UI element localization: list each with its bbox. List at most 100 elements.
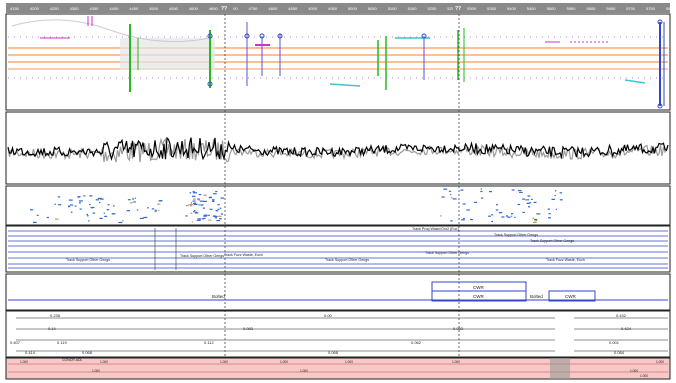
track-desc-label-8: Track Fuzz Waste, Euch [224, 253, 263, 257]
scatter-dot [514, 216, 516, 218]
scatter-dot [197, 218, 202, 220]
scatter-dot [194, 210, 196, 212]
scatter-dot [450, 220, 453, 222]
bottom-panel-frame [5, 357, 671, 380]
scatter-dot [87, 215, 89, 217]
scatter-dot [548, 213, 551, 215]
scatter-dot [157, 203, 161, 205]
scatter-dot [185, 205, 189, 207]
scatter-dot [511, 215, 513, 217]
scatter-dot [90, 206, 95, 209]
scatter-dot [488, 215, 491, 217]
scatter-dot [118, 221, 123, 224]
scatter-dot [89, 195, 93, 197]
scatter-dot [218, 215, 222, 217]
scatter-dot [527, 202, 530, 204]
signal-panel-frame [5, 111, 671, 185]
scatter-dot [185, 215, 188, 217]
ruler-tick-label: 4200 [30, 6, 40, 11]
ruler-tick-label: 4750 [249, 6, 259, 11]
scatter-dot [212, 200, 214, 202]
cwr-main-block [431, 290, 527, 302]
scatter-dot [518, 189, 522, 192]
value-r3-5: 0.001 [609, 340, 620, 345]
scatter-dot [200, 200, 204, 202]
scatter-dot [480, 188, 482, 190]
scatter-dot [470, 219, 473, 221]
bottom-label-1: 1.000 [20, 360, 28, 364]
scatter-dot [528, 206, 531, 208]
cwr-right-label: CWR [565, 294, 576, 299]
bottom-label-2: 1.000 [100, 360, 108, 364]
scatter-dot [132, 198, 135, 200]
value-r2-3: 0.083 [453, 326, 464, 331]
scatter-dot [526, 199, 528, 201]
cwr-top-label: CWR [473, 285, 484, 290]
feature-bars [129, 22, 665, 106]
track-desc-label-1: Track Prog Wasix/Gro2 (Euc) [412, 227, 459, 231]
scatter-dot [212, 199, 215, 201]
ruler-marker-1[interactable]: ?? [219, 3, 233, 13]
scatter-dot [129, 202, 133, 204]
scatter-dot [190, 212, 193, 214]
scatter-dot [215, 190, 218, 193]
scatter-dot [95, 199, 100, 201]
scatter-dot [134, 197, 136, 199]
scatter-dot [58, 204, 62, 206]
scatter-dot [70, 211, 73, 213]
track-description-frame [5, 225, 671, 273]
ruler-tick-label: 4450 [129, 6, 139, 11]
scatter-dot [559, 199, 563, 201]
scatter-dot [99, 217, 103, 219]
ruler-tick-label: 5200 [428, 6, 438, 11]
scatter-dot [192, 200, 196, 202]
scatter-dot [450, 197, 453, 199]
scatter-dot [147, 207, 149, 209]
bolted-right-label: Bolted [530, 294, 543, 299]
scatter-dot [203, 194, 207, 196]
scatter-dot [440, 215, 442, 217]
scatter-dot [531, 198, 533, 200]
ruler-marker-2[interactable]: ?? [453, 3, 467, 13]
rail-type-frame [5, 273, 671, 311]
scatter-dot [534, 220, 538, 222]
ruler-bar [6, 3, 670, 13]
scatter-dot [68, 199, 73, 201]
scatter-dot [193, 211, 195, 213]
scatter-dot [214, 217, 217, 219]
scatter-dot [212, 215, 216, 217]
value-brackets [16, 317, 668, 352]
scatter-dot [507, 216, 511, 218]
scatter-dot [463, 217, 465, 220]
scatter-dot [220, 197, 225, 199]
scatter-dot [209, 208, 213, 210]
bottom-label-8: 1.000 [92, 369, 100, 373]
scatter-dot [133, 201, 136, 203]
scatter-dot [78, 200, 83, 202]
scatter-dot [155, 209, 157, 211]
scatter-dot [86, 213, 88, 216]
scatter-dot [461, 219, 465, 221]
ruler-tick-label: 4700 [229, 6, 239, 11]
scatter-dot [501, 216, 505, 218]
scatter-dot [100, 198, 104, 200]
ruler-ticks: 4150 4200 4250 4300 4350 4400 4450 4500 4550 4600… [10, 6, 676, 11]
track-lines [8, 230, 668, 269]
scatter-dot [511, 189, 515, 191]
scatter-dot [491, 220, 493, 223]
ruler-marker-label-2: ?? [455, 6, 461, 12]
scatter-dot [99, 201, 101, 204]
scatter-panel-frame [5, 185, 671, 226]
scatter-dot [522, 211, 525, 213]
track-desc-label-3: Track Support Other Gengs [530, 239, 574, 243]
scatter-dot [450, 194, 452, 196]
ruler-tick-label: 4950 [328, 6, 338, 11]
ruler-tick-label: 4800 [268, 6, 278, 11]
bottom-label-10: 1.000 [630, 369, 638, 373]
scatter-dot [193, 192, 198, 194]
scatter-dot [136, 209, 139, 211]
ruler-tick-label: 5700 [626, 6, 636, 11]
scatter-dot [443, 188, 448, 190]
bottom-label-7: 1.000 [656, 360, 664, 364]
